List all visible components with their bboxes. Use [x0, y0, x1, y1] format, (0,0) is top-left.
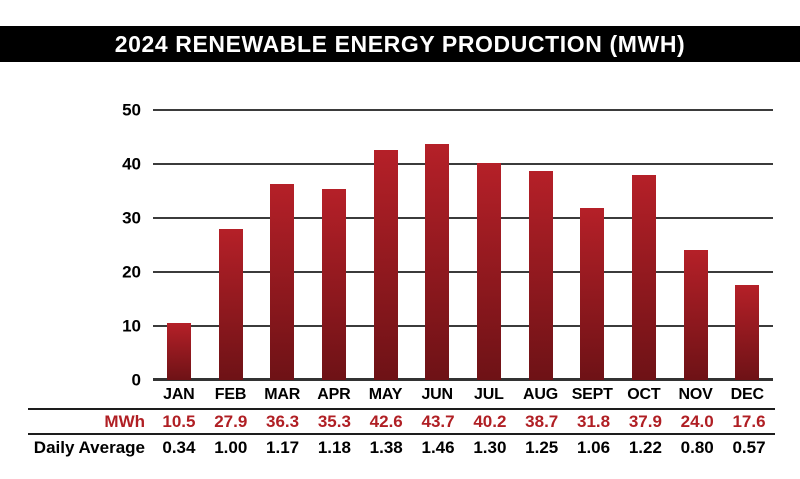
- table-cell-mwh-jan: 10.5: [162, 412, 196, 431]
- bar-oct: [631, 175, 656, 380]
- table-cell-daily-average-mar: 1.17: [266, 438, 300, 457]
- x-tick-label-may: MAY: [368, 386, 403, 403]
- table-cell-mwh-nov: 24.0: [680, 412, 714, 431]
- bar-mar: [270, 183, 295, 380]
- x-tick-label-jun: JUN: [421, 386, 453, 403]
- table-cell-mwh-jul: 40.2: [473, 412, 507, 431]
- gridline-10: [153, 325, 773, 327]
- gridline-30: [153, 217, 773, 219]
- table-cell-mwh-mar: 36.3: [266, 412, 300, 431]
- table-cell-daily-average-jul: 1.30: [473, 438, 507, 457]
- table-cell-daily-average-dec: 0.57: [732, 438, 766, 457]
- x-tick-label-jan: JAN: [163, 386, 195, 403]
- table-cell-mwh-apr: 35.3: [317, 412, 351, 431]
- bar-column-dec: [721, 110, 773, 380]
- x-axis-labels: JAN FEB MAR APR MAY JUN JUL AUG SEPT OCT NOV DEC: [153, 384, 773, 406]
- bar-column-jan: [153, 110, 205, 380]
- x-tick-label-nov: NOV: [678, 386, 713, 403]
- y-tick-label-50: 50: [122, 100, 141, 120]
- table-cell-daily-average-jun: 1.46: [421, 438, 455, 457]
- bar-column-nov: [670, 110, 722, 380]
- bar-column-jun: [411, 110, 463, 380]
- row-values-mwh: 10.5 27.9 36.3 35.3 42.6 43.7 40.2 38.7 31.8 37.9…: [153, 410, 775, 433]
- y-tick-label-20: 20: [122, 262, 141, 282]
- bar-column-feb: [205, 110, 257, 380]
- y-tick-label-30: 30: [122, 208, 141, 228]
- chart-title: 2024 RENEWABLE ENERGY PRODUCTION (MWH): [114, 30, 686, 57]
- bar-sept: [580, 208, 605, 380]
- bar-column-sept: [566, 110, 618, 380]
- row-values-daily-average: 0.34 1.00 1.17 1.18 1.38 1.46 1.30 1.25 1.06 1.22…: [153, 436, 775, 460]
- bar-column-may: [360, 110, 412, 380]
- gridline-50: [153, 109, 773, 111]
- x-tick-label-sept: SEPT: [571, 386, 613, 403]
- table-cell-daily-average-jan: 0.34: [162, 438, 196, 457]
- x-tick-label-feb: FEB: [214, 386, 247, 403]
- bar-jul: [476, 162, 501, 380]
- table-cell-daily-average-aug: 1.25: [525, 438, 559, 457]
- x-tick-label-mar: MAR: [264, 386, 301, 403]
- row-label-mwh: MWh: [104, 412, 145, 431]
- table-cell-mwh-feb: 27.9: [214, 412, 248, 431]
- bar-group: [153, 110, 773, 380]
- table-cell-daily-average-apr: 1.18: [317, 438, 351, 457]
- table-cell-mwh-aug: 38.7: [525, 412, 559, 431]
- table-cell-mwh-dec: 17.6: [732, 412, 766, 431]
- table-cell-daily-average-may: 1.38: [369, 438, 403, 457]
- row-label-daily-average: Daily Average: [33, 438, 145, 457]
- y-tick-label-0: 0: [131, 370, 141, 390]
- x-tick-label-jul: JUL: [474, 386, 504, 403]
- bar-column-mar: [256, 110, 308, 380]
- table-cell-daily-average-oct: 1.22: [628, 438, 662, 457]
- y-tick-label-40: 40: [122, 154, 141, 174]
- table-cell-daily-average-sept: 1.06: [576, 438, 611, 457]
- bar-feb: [218, 229, 243, 380]
- x-tick-label-dec: DEC: [730, 386, 764, 403]
- bar-column-apr: [308, 110, 360, 380]
- table-cell-daily-average-feb: 1.00: [214, 438, 248, 457]
- table-row-mwh: MWh 10.5 27.9 36.3 35.3 42.6 43.7 40.2 38.7 31.8…: [0, 410, 775, 433]
- bar-apr: [321, 189, 346, 380]
- bar-jun: [425, 144, 450, 380]
- table-cell-mwh-oct: 37.9: [628, 412, 662, 431]
- table-divider-middle: [28, 433, 775, 435]
- chart-title-bar: 2024 RENEWABLE ENERGY PRODUCTION (MWH): [0, 26, 800, 62]
- y-axis-labels: 0 10 20 30 40 50: [0, 102, 141, 389]
- bar-may: [373, 149, 398, 380]
- gridline-40: [153, 163, 773, 165]
- x-axis-line: [153, 378, 773, 381]
- x-tick-label-aug: AUG: [523, 386, 559, 403]
- bar-nov: [683, 250, 708, 380]
- table-cell-mwh-jun: 43.7: [421, 412, 455, 431]
- bar-dec: [735, 284, 760, 380]
- gridline-20: [153, 271, 773, 273]
- bar-jan: [166, 323, 191, 380]
- table-divider-top: [28, 408, 775, 410]
- x-tick-label-oct: OCT: [627, 386, 661, 403]
- bar-column-oct: [618, 110, 670, 380]
- bar-aug: [528, 171, 553, 380]
- x-tick-label-apr: APR: [317, 386, 351, 403]
- bar-column-aug: [515, 110, 567, 380]
- table-cell-mwh-may: 42.6: [369, 412, 403, 431]
- table-cell-daily-average-nov: 0.80: [680, 438, 714, 457]
- y-tick-label-10: 10: [122, 316, 141, 336]
- table-row-daily-average: Daily Average 0.34 1.00 1.17 1.18 1.38 1.46 1.…: [0, 436, 775, 460]
- plot-area: [153, 109, 773, 381]
- table-cell-mwh-sept: 31.8: [576, 412, 611, 431]
- bar-column-jul: [463, 110, 515, 380]
